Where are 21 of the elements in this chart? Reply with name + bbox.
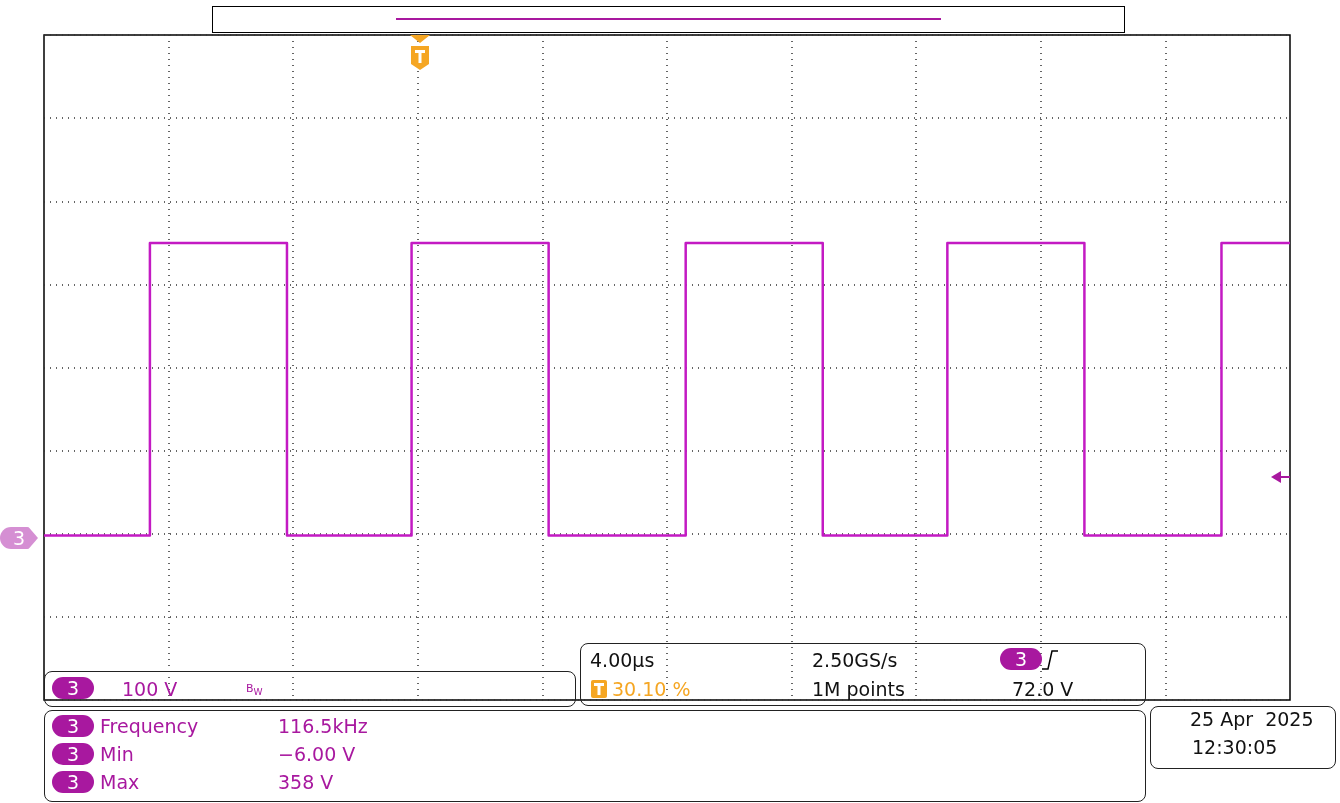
text: 3 [52, 715, 94, 737]
text: Frequency [100, 715, 199, 737]
annotation: B$_{W}$ [246, 681, 263, 700]
text: 3 [52, 743, 94, 765]
text: 3 [52, 771, 94, 793]
annotation: 100 V [122, 678, 178, 700]
text: 116.5kHz [278, 715, 368, 737]
text: 3 [0, 527, 38, 549]
annotation: 3 [52, 677, 94, 699]
annotation: 4.00µs [590, 649, 655, 671]
annotation: 3 [1000, 648, 1042, 670]
text: Max [100, 771, 140, 793]
text: Min [100, 743, 134, 765]
annotation: 2.50GS/s [812, 649, 898, 671]
annotation: 30.10 % [612, 678, 691, 700]
text: −6.00 V [278, 743, 356, 765]
annotation: 72.0 V [1012, 678, 1074, 700]
text: 358 V [278, 771, 334, 793]
text: 25 Apr 2025 [1190, 708, 1314, 730]
text: 12:30:05 [1192, 736, 1278, 758]
annotation: 1M points [812, 678, 905, 700]
